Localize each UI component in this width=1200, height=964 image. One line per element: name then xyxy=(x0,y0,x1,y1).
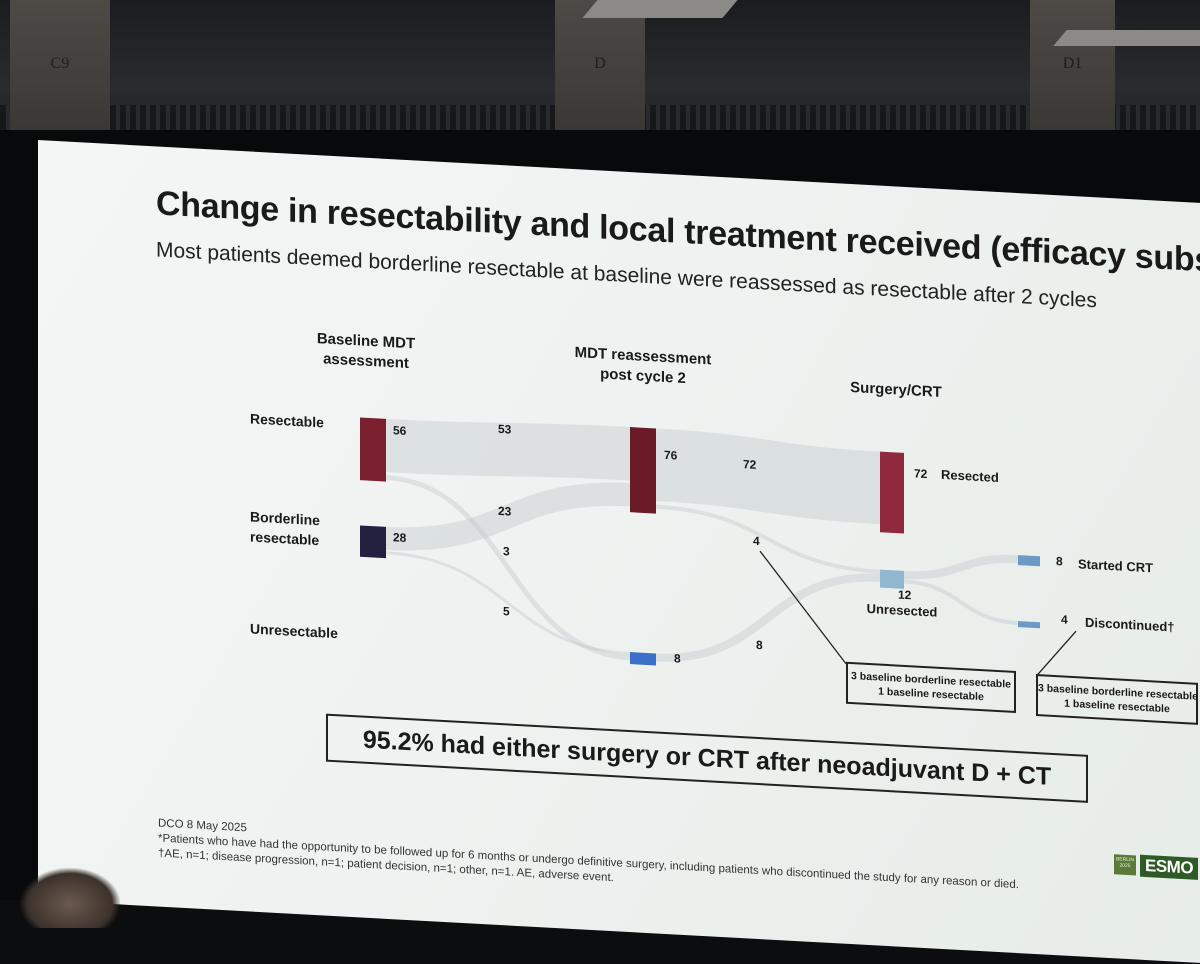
row-label-borderline-1: Borderline xyxy=(250,508,320,528)
row-label-resectable: Resectable xyxy=(250,410,324,430)
pillar-sign-mid: D xyxy=(594,55,606,72)
sankey-node-s_crt xyxy=(1018,555,1040,567)
pillar-sign-left: C9 xyxy=(50,55,70,72)
sankey-nodes xyxy=(360,417,1040,666)
sankey-node-b_bor xyxy=(360,525,386,559)
column-header-baseline-1: Baseline MDT xyxy=(317,330,415,352)
column-header-reassessment-1: MDT reassessment xyxy=(575,344,712,368)
pillar-left: C9 xyxy=(10,0,110,130)
label-discontinued: Discontinued† xyxy=(1085,615,1175,635)
sankey-link-s_unresected-to-s_disc xyxy=(903,579,1019,626)
pillar-mid: D xyxy=(555,0,645,130)
sankey-node-m_unres xyxy=(630,652,656,666)
sankey-links xyxy=(385,418,1019,662)
label-unresected: Unresected xyxy=(867,601,938,620)
sankey-link-m_unres-to-s_unresected xyxy=(655,573,881,662)
link-value-res-to-unres: 5 xyxy=(503,604,510,618)
ceiling-beam-right xyxy=(1053,30,1200,46)
sankey-link-b_res-to-m_res xyxy=(385,418,631,481)
value-started-crt: 8 xyxy=(1056,554,1063,568)
sankey-node-m_res xyxy=(630,427,656,514)
sankey-link-b_bor-to-m_unres xyxy=(385,551,631,656)
column-header-surgery: Surgery/CRT xyxy=(850,379,942,401)
sankey-node-s_unresected xyxy=(880,569,904,589)
esmo-wordmark: ESMO xyxy=(1140,854,1199,880)
sankey-node-b_res xyxy=(360,417,386,482)
callout-pointer-left xyxy=(759,550,847,665)
sankey-link-b_bor-to-m_res xyxy=(385,482,631,551)
pillar-sign-right: D1 xyxy=(1062,55,1083,72)
callout-pointer-right xyxy=(1037,630,1077,675)
link-value-res-to-res: 53 xyxy=(498,422,512,437)
column-header-baseline-2: assessment xyxy=(323,350,409,372)
congress-badge: BERLIN 2025 xyxy=(1114,854,1136,876)
callout-discontinued-breakdown: 3 baseline borderline resectable 1 basel… xyxy=(1036,674,1198,725)
link-value-bor-to-unres: 3 xyxy=(503,544,510,558)
value-unresected: 12 xyxy=(898,588,912,603)
link-value-res-to-unresected: 4 xyxy=(753,534,760,548)
esmo-logo: BERLIN 2025 ESMO xyxy=(1114,853,1199,880)
sankey-link-m_res-to-s_resected xyxy=(655,428,881,525)
value-baseline-borderline: 28 xyxy=(393,530,407,545)
label-started-crt: Started CRT xyxy=(1078,556,1153,575)
sankey-link-m_res-to-s_unresected xyxy=(655,504,881,574)
value-discontinued: 4 xyxy=(1061,612,1068,626)
link-value-unres-to-unresected: 8 xyxy=(756,638,763,652)
value-resected: 72 xyxy=(914,466,928,481)
link-value-bor-to-res: 23 xyxy=(498,504,512,519)
slide: Change in resectability and local treatm… xyxy=(38,140,1200,964)
audience-head xyxy=(20,868,120,928)
link-value-res-to-resected: 72 xyxy=(743,457,757,472)
sankey-node-s_disc xyxy=(1018,621,1040,629)
row-label-borderline-2: resectable xyxy=(250,528,319,548)
pillar-right: D1 xyxy=(1030,0,1115,130)
value-reassess-unresectable: 8 xyxy=(674,651,681,665)
column-header-reassessment-2: post cycle 2 xyxy=(600,365,686,387)
sankey-link-b_res-to-m_unres xyxy=(385,474,631,661)
value-reassess-resectable: 76 xyxy=(664,448,678,463)
footnotes: DCO 8 May 2025 *Patients who have had th… xyxy=(158,816,1019,908)
sankey-link-s_unresected-to-s_crt xyxy=(903,554,1019,580)
label-resected: Resected xyxy=(941,467,999,485)
value-baseline-resectable: 56 xyxy=(393,423,407,438)
sankey-node-s_resected xyxy=(880,451,904,534)
sankey-chart: Baseline MDT assessment MDT reassessment… xyxy=(250,330,1175,675)
ceiling-beam xyxy=(582,0,738,18)
row-label-unresectable: Unresectable xyxy=(250,620,338,641)
